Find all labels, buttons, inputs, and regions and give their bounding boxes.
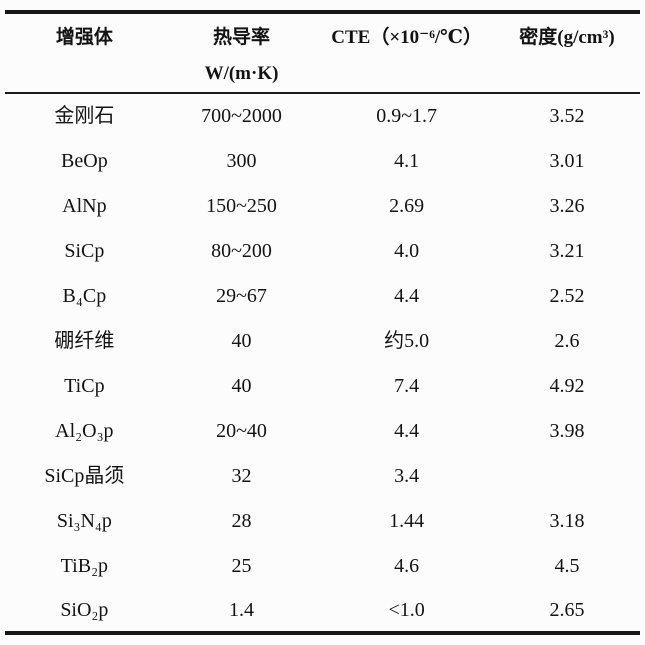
cell-cte: 4.6 (394, 554, 420, 577)
cell-density: 4.5 (554, 554, 580, 577)
cell-reinforcement: 硼纤维 (54, 329, 115, 352)
cell-density: 3.52 (549, 105, 585, 127)
table-row: TiB₂p 25 4.6 4.5 (5, 543, 640, 588)
cell-cte: <1.0 (388, 598, 425, 621)
cell-thermal-conductivity: 32 (231, 464, 252, 487)
cell-thermal-conductivity: 1.4 (229, 598, 255, 621)
cell-density: 3.98 (549, 419, 585, 442)
cell-cte: 4.1 (394, 149, 420, 172)
cell-thermal-conductivity: 28 (231, 509, 252, 532)
cell-reinforcement: SiCp (64, 239, 105, 262)
table-row: TiCp 40 7.4 4.92 (5, 363, 640, 408)
table-row: SiCp 80~200 4.0 3.21 (5, 228, 640, 273)
col-header-reinforcement-label: 增强体 (55, 27, 113, 48)
cell-thermal-conductivity: 40 (231, 374, 252, 397)
cell-cte: 4.4 (394, 284, 420, 307)
cell-density: 2.6 (554, 329, 580, 352)
col-header-reinforcement: 增强体 (5, 12, 164, 94)
cell-cte: 3.4 (394, 464, 420, 487)
cell-thermal-conductivity: 300 (226, 149, 257, 172)
table-row: 硼纤维 40 约5.0 2.6 (5, 318, 640, 363)
col-header-cte: CTE（×10⁻⁶/℃） (319, 12, 494, 94)
cell-thermal-conductivity: 29~67 (216, 284, 267, 307)
cell-density: 2.65 (549, 598, 585, 621)
cell-cte: 4.0 (394, 239, 420, 262)
table-row: B₄Cp 29~67 4.4 2.52 (5, 273, 640, 318)
table-row: SiO₂p 1.4 <1.0 2.65 (5, 588, 640, 633)
cell-density: 2.52 (549, 284, 585, 307)
cell-density: 4.92 (549, 374, 585, 397)
cell-density: 3.26 (549, 194, 585, 217)
col-header-cte-label: CTE（×10⁻⁶/℃） (331, 27, 482, 48)
cell-density: 3.18 (549, 509, 585, 532)
col-header-thermal-conductivity-unit: W/(m·K) (204, 63, 279, 84)
cell-thermal-conductivity: 20~40 (216, 419, 267, 442)
cell-density (494, 453, 640, 498)
col-header-thermal-conductivity: 热导率 W/(m·K) (163, 12, 320, 94)
table-row: AlNp 150~250 2.69 3.26 (5, 183, 640, 228)
cell-cte: 约5.0 (384, 329, 430, 352)
cell-thermal-conductivity: 40 (231, 329, 252, 352)
cell-cte: 4.4 (394, 419, 420, 442)
header-row: 增强体 热导率 W/(m·K) CTE（×10⁻⁶/℃） 密度(g/cm³) (5, 12, 640, 94)
cell-thermal-conductivity: 700~2000 (201, 105, 282, 127)
cell-reinforcement: B₄Cp (62, 284, 107, 307)
cell-reinforcement: 金刚石 (54, 105, 115, 127)
table-row: 金刚石 700~2000 0.9~1.7 3.52 (5, 93, 640, 138)
col-header-density: 密度(g/cm³) (493, 12, 640, 94)
cell-reinforcement: Si₃N₄p (56, 509, 112, 532)
col-header-density-label: 密度(g/cm³) (519, 27, 615, 48)
cell-cte: 1.44 (389, 509, 425, 532)
cell-reinforcement: AlNp (62, 194, 107, 217)
table-row: Al₂O₃p 20~40 4.4 3.98 (5, 408, 640, 453)
cell-thermal-conductivity: 80~200 (211, 239, 272, 262)
cell-reinforcement: SiCp晶须 (44, 464, 125, 487)
cell-density: 3.21 (549, 239, 585, 262)
cell-reinforcement: SiO₂p (60, 598, 109, 621)
cell-cte: 2.69 (389, 194, 425, 217)
table-body: 金刚石 700~2000 0.9~1.7 3.52 BeOp 300 4.1 3… (5, 93, 640, 633)
reinforcement-properties-table: 增强体 热导率 W/(m·K) CTE（×10⁻⁶/℃） 密度(g/cm³) 金… (5, 10, 640, 635)
table-header: 增强体 热导率 W/(m·K) CTE（×10⁻⁶/℃） 密度(g/cm³) (5, 12, 640, 94)
cell-thermal-conductivity: 150~250 (206, 194, 277, 217)
cell-cte: 0.9~1.7 (376, 105, 438, 127)
table-row: Si₃N₄p 28 1.44 3.18 (5, 498, 640, 543)
cell-density: 3.01 (549, 149, 585, 172)
col-header-thermal-conductivity-label: 热导率 (213, 27, 271, 48)
table-row: BeOp 300 4.1 3.01 (5, 138, 640, 183)
cell-reinforcement: TiB₂p (60, 554, 109, 577)
cell-reinforcement: BeOp (61, 149, 108, 172)
cell-thermal-conductivity: 25 (231, 554, 252, 577)
table-row: SiCp晶须 32 3.4 (5, 453, 640, 498)
cell-reinforcement: TiCp (64, 374, 105, 397)
cell-cte: 7.4 (394, 374, 420, 397)
cell-reinforcement: Al₂O₃p (55, 419, 114, 442)
